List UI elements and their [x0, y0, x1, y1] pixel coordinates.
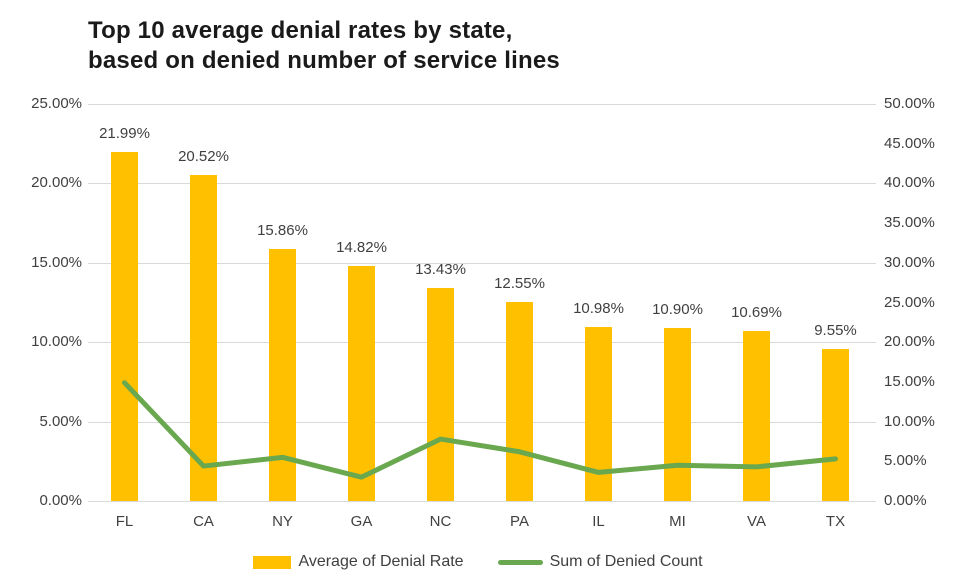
right-axis-tick-label: 40.00% — [884, 174, 935, 192]
x-axis-category-label-FL: FL — [115, 513, 134, 530]
bar-value-label-CA: 20.52% — [178, 148, 229, 166]
chart-title-line-1: Top 10 average denial rates by state, — [88, 17, 513, 44]
bar-value-label-NC: 13.43% — [415, 260, 466, 278]
bar-NC — [427, 287, 454, 501]
right-axis-tick-label: 20.00% — [884, 333, 935, 351]
bar-TX — [822, 349, 849, 501]
sum-of-denied-count-line — [122, 380, 838, 480]
gridline — [88, 262, 876, 264]
legend-item-sum-of-denied-count: Sum of Denied Count — [497, 553, 703, 571]
bar-FL — [111, 151, 138, 501]
x-axis-category-label-PA: PA — [510, 513, 529, 530]
line-series-path — [122, 380, 838, 480]
x-axis-category-label-TX: TX — [825, 513, 846, 530]
bar-value-label-NY: 15.86% — [257, 222, 308, 240]
legend-label-average-of-denial-rate: Average of Denial Rate — [298, 553, 464, 570]
bar-series-swatch-icon — [253, 555, 292, 569]
x-axis-category-label-MI: MI — [669, 513, 686, 530]
right-axis-tick-label: 30.00% — [884, 253, 935, 271]
legend: Average of Denial Rate Sum of Denied Cou… — [0, 553, 956, 571]
bar-value-label-PA: 12.55% — [494, 274, 545, 292]
gridline — [88, 501, 876, 502]
gridline — [88, 421, 876, 423]
chart-title: Top 10 average denial rates by state, ba… — [88, 16, 560, 76]
left-axis-tick-label: 5.00% — [39, 412, 82, 430]
legend-item-average-of-denial-rate: Average of Denial Rate — [253, 553, 464, 571]
bar-value-label-IL: 10.98% — [573, 299, 624, 317]
plot-area: 21.99% 20.52% 15.86% 14.82% 13.43% 12.55% 10.9… — [86, 104, 876, 502]
x-axis-category-label-GA: GA — [350, 513, 373, 530]
right-axis-tick-label: 50.00% — [884, 95, 935, 112]
bar-GA — [348, 265, 375, 501]
bar-PA — [506, 301, 533, 501]
bar-CA — [190, 175, 217, 501]
left-axis-tick-label: 10.00% — [31, 333, 82, 351]
legend-label-sum-of-denied-count: Sum of Denied Count — [549, 553, 703, 570]
right-axis-tick-label: 0.00% — [884, 492, 927, 509]
right-axis-tick-label: 15.00% — [884, 372, 935, 390]
bar-value-label-GA: 14.82% — [336, 238, 387, 256]
x-axis-category-label-VA: VA — [747, 513, 766, 530]
left-axis-tick-label: 25.00% — [31, 95, 82, 112]
right-axis-tick-label: 35.00% — [884, 214, 935, 232]
x-axis-category-label-NY: NY — [272, 513, 293, 530]
bar-value-label-VA: 10.69% — [731, 304, 782, 322]
right-axis-tick-label: 10.00% — [884, 412, 935, 430]
x-axis-category-label-NC: NC — [429, 513, 452, 530]
gridline — [88, 183, 876, 185]
bar-value-label-FL: 21.99% — [99, 124, 150, 142]
chart-title-line-2: based on denied number of service lines — [88, 47, 560, 74]
bar-value-label-MI: 10.90% — [652, 300, 703, 318]
gridline — [88, 342, 876, 344]
x-axis-category-label-IL: IL — [592, 513, 605, 530]
bar-VA — [743, 331, 770, 501]
left-axis-tick-label: 15.00% — [31, 253, 82, 271]
right-axis-tick-label: 25.00% — [884, 293, 935, 311]
line-series-swatch-icon — [497, 559, 543, 565]
bar-value-label-TX: 9.55% — [814, 322, 857, 340]
x-axis-category-label-CA: CA — [193, 513, 214, 530]
left-axis-tick-label: 20.00% — [31, 174, 82, 192]
right-axis-tick-label: 5.00% — [884, 452, 927, 470]
left-axis-tick-label: 0.00% — [39, 492, 82, 509]
bar-MI — [664, 327, 691, 501]
gridline — [88, 104, 876, 105]
right-axis-tick-label: 45.00% — [884, 134, 935, 152]
